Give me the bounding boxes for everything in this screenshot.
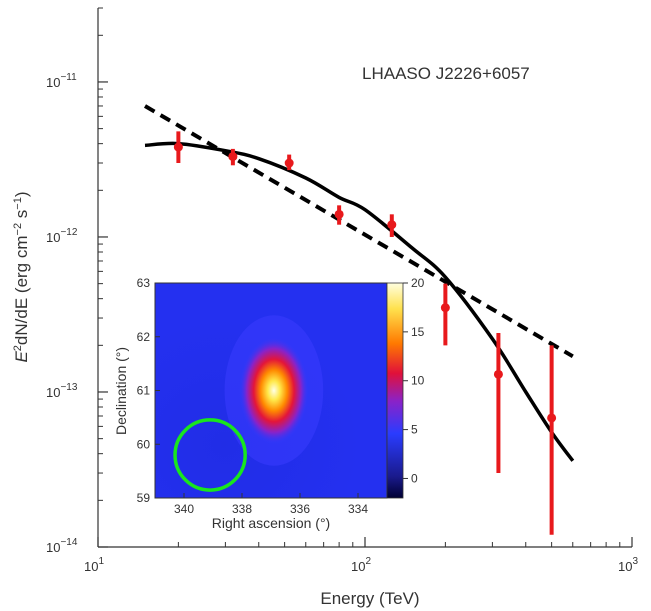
inset-x-tick-label: 338 xyxy=(232,502,252,516)
data-point xyxy=(493,369,503,379)
colorbar-tick-label: 20 xyxy=(411,276,425,290)
x-tick-label: 101 xyxy=(84,556,104,574)
colorbar-tick-label: 5 xyxy=(411,423,418,437)
data-point xyxy=(387,220,397,230)
inset-heatmap: 334 336 338 340 59 60 61 62 63 Right ascension … xyxy=(113,276,425,531)
inset-y-tick-label: 63 xyxy=(137,276,151,290)
data-point xyxy=(440,303,450,313)
source-name-label: LHAASO J2226+6057 xyxy=(362,64,530,83)
x-tick-label: 103 xyxy=(618,556,638,574)
y-tick-label: 10−11 xyxy=(46,72,77,90)
inset-y-axis-title: Declination (°) xyxy=(113,347,129,435)
y-axis-title-mid: dN/dE (erg cm xyxy=(12,235,31,345)
colorbar-tick-label: 15 xyxy=(411,325,425,339)
y-axis-title: E2dN/dE (erg cm−2 s−1) xyxy=(12,191,31,362)
y-minor-ticks xyxy=(98,7,103,501)
inset-x-ticks: 334 336 338 340 xyxy=(174,493,368,516)
data-point xyxy=(173,142,183,152)
inset-x-axis-title: Right ascension (°) xyxy=(212,515,330,531)
data-point xyxy=(228,152,238,162)
colorbar xyxy=(386,282,404,499)
points-layer xyxy=(173,131,557,535)
data-point xyxy=(334,209,344,219)
x-major-ticks: 101 102 103 xyxy=(84,537,638,574)
colorbar-tick-label: 0 xyxy=(411,471,418,485)
heatmap-source-blob xyxy=(239,336,309,445)
x-tick-label: 102 xyxy=(351,556,371,574)
main-axes: 101 102 103 10−14 10−13 10−12 10−11 xyxy=(46,7,638,574)
x-axis-title: Energy (TeV) xyxy=(320,589,419,608)
y-tick-label: 10−12 xyxy=(46,227,78,245)
fit-line-curved xyxy=(144,141,575,462)
y-major-ticks: 10−14 10−13 10−12 10−11 xyxy=(46,72,108,555)
data-point xyxy=(547,413,557,423)
inset-y-ticks: 59 60 61 62 63 xyxy=(137,276,160,505)
inset-y-tick-label: 59 xyxy=(137,491,151,505)
inset-y-tick-label: 60 xyxy=(137,437,151,451)
inset-x-tick-label: 334 xyxy=(348,502,368,516)
colorbar-ticks: 0 5 10 15 20 xyxy=(403,276,425,485)
inset-x-tick-label: 336 xyxy=(290,502,310,516)
y-tick-label: 10−14 xyxy=(46,537,78,555)
y-tick-label: 10−13 xyxy=(46,382,78,400)
inset-y-tick-label: 62 xyxy=(137,330,151,344)
inset-x-tick-label: 340 xyxy=(174,502,194,516)
heatmap-marker-circle xyxy=(173,418,247,492)
fit-layer xyxy=(143,104,575,462)
data-point xyxy=(284,158,294,168)
inset-y-tick-label: 61 xyxy=(137,384,151,398)
x-minor-ticks xyxy=(177,542,621,547)
colorbar-tick-label: 10 xyxy=(411,374,425,388)
